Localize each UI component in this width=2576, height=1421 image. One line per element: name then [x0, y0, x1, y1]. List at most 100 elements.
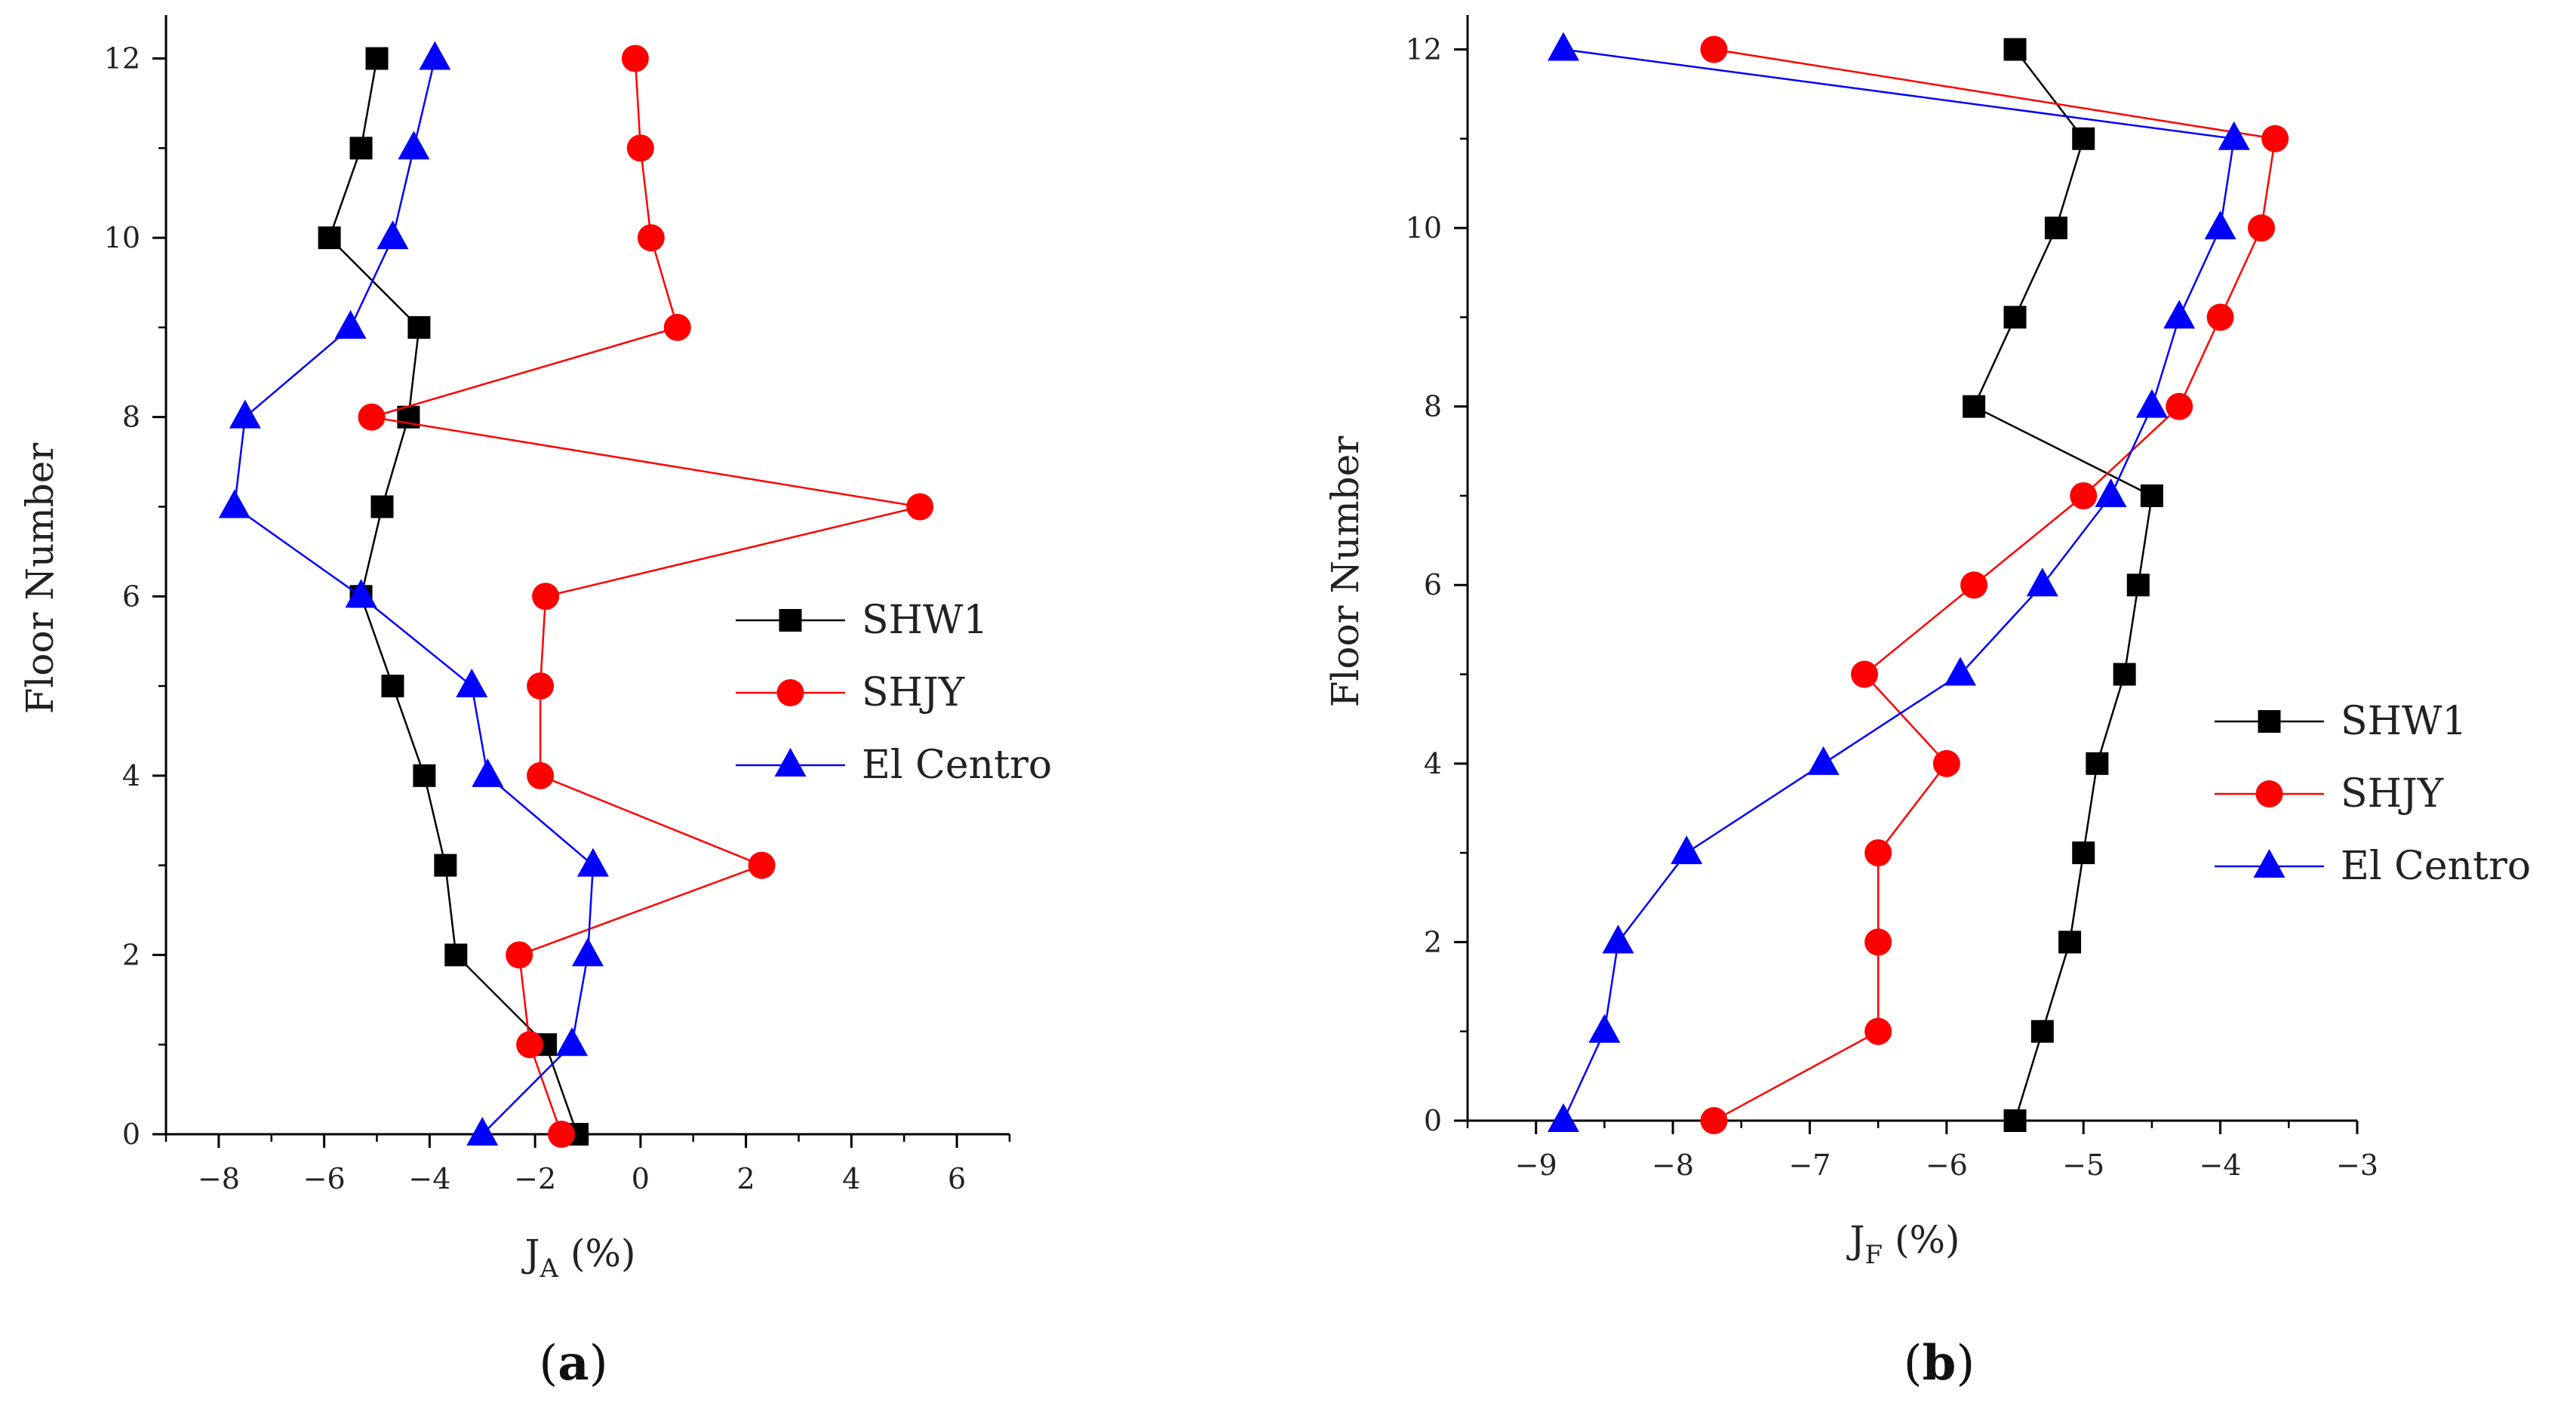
- data-point: [2072, 841, 2095, 865]
- x-tick-label: −3: [2336, 1149, 2378, 1182]
- data-point: [2206, 303, 2234, 331]
- y-tick-label: 10: [1406, 211, 1442, 245]
- data-point: [2026, 567, 2058, 597]
- data-point: [1807, 746, 1840, 775]
- data-point: [2003, 1109, 2027, 1132]
- data-point: [2058, 930, 2082, 954]
- data-point: [345, 579, 377, 608]
- data-point: [548, 1121, 576, 1148]
- data-point: [576, 847, 609, 877]
- y-tick-label: 8: [122, 401, 140, 434]
- data-point: [2003, 38, 2027, 61]
- data-point: [626, 134, 654, 162]
- series-el-centro: [218, 41, 609, 1146]
- data-point: [1963, 395, 1986, 418]
- data-point: [1944, 657, 1976, 686]
- series-shjy: [1700, 35, 2289, 1134]
- legend-label: SHJY: [862, 670, 965, 715]
- y-tick-label: 4: [122, 759, 140, 792]
- legend-marker: [774, 748, 807, 777]
- data-point: [349, 137, 373, 160]
- data-point: [2113, 663, 2136, 686]
- data-point: [218, 489, 251, 518]
- data-point: [456, 669, 488, 698]
- x-tick-label: −5: [2062, 1149, 2104, 1182]
- data-point: [407, 315, 431, 339]
- series-line: [1713, 48, 2276, 1122]
- series-shjy: [358, 45, 934, 1148]
- data-point: [381, 675, 404, 698]
- y-tick-label: 6: [122, 580, 140, 613]
- x-tick-label: 6: [948, 1162, 966, 1195]
- data-point: [516, 1031, 544, 1059]
- legend-label: SHW1: [862, 598, 988, 643]
- data-point: [1864, 1017, 1892, 1045]
- data-point: [2072, 127, 2095, 150]
- x-axis-label: JF (%): [1846, 1218, 1960, 1270]
- data-point: [637, 224, 665, 252]
- data-point: [906, 493, 934, 521]
- data-point: [556, 1027, 589, 1057]
- x-tick-label: −2: [514, 1162, 556, 1195]
- y-tick-label: 12: [1406, 32, 1442, 66]
- data-point: [1547, 32, 1579, 61]
- data-point: [1851, 660, 1879, 688]
- data-point: [2126, 574, 2150, 597]
- legend-label: SHJY: [2341, 771, 2444, 817]
- x-tick-label: −6: [303, 1162, 346, 1195]
- legend-marker: [2253, 849, 2286, 878]
- x-tick-label: 2: [737, 1162, 755, 1195]
- y-tick-label: 6: [1424, 568, 1442, 601]
- legend: SHW1 SHJY El Centro: [2215, 699, 2531, 889]
- data-point: [2095, 478, 2127, 507]
- x-tick-label: −4: [2199, 1149, 2242, 1182]
- data-point: [527, 672, 555, 700]
- chart-a: 0 2 4 6 8 10 12 −8 −6 −4 −2 0 2 4 6 Floor Number JA (%) S…: [18, 15, 1052, 1392]
- data-point: [2204, 211, 2236, 240]
- series-line: [371, 58, 921, 1135]
- panel-label: (a): [539, 1335, 607, 1392]
- data-point: [2086, 752, 2109, 775]
- data-point: [466, 1117, 499, 1146]
- y-tick-label: 10: [104, 221, 140, 254]
- data-point: [1602, 924, 1634, 954]
- legend-marker: [779, 609, 802, 632]
- data-point: [2261, 125, 2289, 152]
- x-tick-label: −4: [408, 1162, 450, 1195]
- x-tick-label: 4: [842, 1162, 860, 1195]
- data-point: [663, 313, 691, 341]
- data-point: [1932, 749, 1960, 777]
- data-point: [1700, 1107, 1728, 1134]
- data-point: [444, 943, 468, 967]
- y-tick-label: 0: [1424, 1104, 1442, 1137]
- data-point: [1864, 839, 1892, 867]
- legend-label: SHW1: [2341, 699, 2467, 744]
- legend-marker: [2258, 710, 2281, 733]
- data-point: [377, 220, 409, 250]
- data-point: [1864, 928, 1892, 956]
- data-point: [527, 761, 555, 789]
- y-tick-label: 4: [1424, 747, 1442, 780]
- legend-marker: [776, 679, 804, 706]
- data-point: [229, 399, 261, 429]
- data-point: [365, 47, 389, 70]
- data-point: [2070, 481, 2098, 509]
- legend-label: El Centro: [2341, 844, 2531, 889]
- x-axis-label: JA (%): [521, 1232, 635, 1284]
- series-line: [1972, 48, 2153, 1121]
- x-tick-label: −6: [1926, 1149, 1968, 1182]
- data-point: [398, 131, 430, 160]
- data-point: [1588, 1013, 1621, 1043]
- data-point: [2248, 214, 2276, 242]
- y-tick-label: 8: [1424, 390, 1442, 423]
- data-point: [621, 45, 649, 72]
- y-axis-label: Floor Number: [18, 443, 62, 715]
- data-point: [2135, 389, 2168, 418]
- x-tick-label: 0: [632, 1162, 650, 1195]
- x-tick-label: −8: [1652, 1149, 1694, 1182]
- x-tick-label: −9: [1515, 1149, 1557, 1182]
- data-point: [532, 583, 560, 611]
- data-point: [506, 941, 533, 969]
- data-point: [472, 758, 504, 787]
